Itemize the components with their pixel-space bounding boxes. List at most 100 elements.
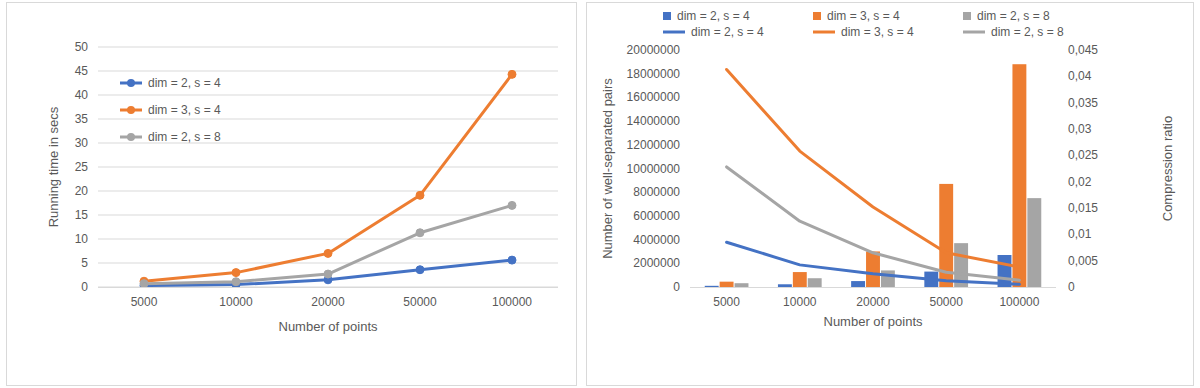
grid-line [98, 47, 558, 48]
legend-swatch [813, 31, 835, 34]
figure: 0510152025303540455050001000020000500001… [0, 0, 1200, 388]
line [727, 69, 1020, 267]
chart-0: 0510152025303540455050001000020000500001… [7, 3, 577, 386]
y2-tick-label: 0,02 [1068, 175, 1092, 189]
y-tick-label: 35 [75, 112, 89, 126]
y-tick-label: 45 [75, 64, 89, 78]
legend-label: dim = 2, s = 4 [148, 76, 221, 90]
y-tick-label: 20 [75, 184, 89, 198]
y2-tick-label: 0,03 [1068, 122, 1092, 136]
legend-marker [127, 133, 135, 141]
marker [324, 270, 332, 278]
grid-line [98, 239, 558, 240]
legend-label: dim = 2, s = 8 [991, 25, 1064, 39]
legend-swatch [963, 12, 971, 20]
y2-tick-label: 0,04 [1068, 69, 1092, 83]
legend-marker [127, 106, 135, 114]
y-tick-label: 14000000 [627, 114, 681, 128]
y-tick-label: 0 [673, 280, 680, 294]
y2-tick [1056, 102, 1060, 103]
x-axis-line [98, 287, 558, 288]
y-tick-label: 2000000 [633, 256, 680, 270]
y-axis-title: Running time in secs [46, 106, 61, 227]
marker [324, 249, 332, 257]
legend-label: dim = 3, s = 4 [827, 9, 900, 23]
line [727, 242, 1020, 284]
x-axis-line [690, 287, 1056, 288]
legend-label: dim = 3, s = 4 [148, 103, 221, 117]
y-tick-label: 12000000 [627, 138, 681, 152]
y2-tick-label: 0,015 [1068, 201, 1098, 215]
y2-tick-label: 0,025 [1068, 148, 1098, 162]
y-tick-label: 25 [75, 160, 89, 174]
line [144, 74, 512, 281]
y-tick-label: 4000000 [633, 233, 680, 247]
y-tick-label: 5 [81, 256, 88, 270]
y-tick-label: 18000000 [627, 67, 681, 81]
bar [1027, 198, 1041, 287]
x-tick-label: 20000 [856, 295, 890, 309]
marker [508, 70, 516, 78]
bar [851, 281, 865, 287]
y2-tick [1056, 76, 1060, 77]
bar [705, 286, 719, 287]
legend-label: dim = 2, s = 8 [148, 130, 221, 144]
chart-1: 0200000040000006000000800000010000000120… [587, 3, 1194, 386]
x-tick-label: 10000 [783, 295, 817, 309]
x-tick-label: 5000 [131, 295, 158, 309]
y-tick-label: 40 [75, 88, 89, 102]
legend-label: dim = 2, s = 8 [977, 9, 1050, 23]
y2-tick [1056, 260, 1060, 261]
y-tick-label: 6000000 [633, 209, 680, 223]
grid-line [98, 191, 558, 192]
bar [1012, 64, 1026, 287]
y2-tick [1056, 208, 1060, 209]
line [727, 167, 1020, 280]
y-axis-title: Number of well-separated pairs [600, 78, 615, 259]
x-tick-label: 50000 [930, 295, 964, 309]
marker [416, 191, 424, 199]
x-axis-title: Number of points [824, 314, 923, 329]
legend-label: dim = 2, s = 4 [691, 25, 764, 39]
y-tick-label: 0 [81, 280, 88, 294]
chart-frame [587, 3, 1194, 386]
x-tick-label: 5000 [713, 295, 740, 309]
y2-tick-label: 0,045 [1068, 43, 1098, 57]
marker [508, 201, 516, 209]
bar [881, 270, 895, 287]
marker [232, 278, 240, 286]
marker [416, 266, 424, 274]
plot-marks [140, 70, 516, 287]
y2-tick [1056, 287, 1060, 288]
y2-tick [1056, 155, 1060, 156]
grid-line [98, 71, 558, 72]
grid-line [98, 95, 558, 96]
bar [866, 251, 880, 287]
legend: dim = 2, s = 4 dim = 3, s = 4 dim = 2, s =… [663, 9, 1064, 39]
legend-label: dim = 2, s = 4 [677, 9, 750, 23]
legend-label: dim = 3, s = 4 [841, 25, 914, 39]
y2-tick [1056, 234, 1060, 235]
grid-line [98, 119, 558, 120]
x-tick-label: 100000 [492, 295, 532, 309]
y-tick-label: 15 [75, 208, 89, 222]
bar [720, 282, 734, 287]
y-tick-label: 10000000 [627, 162, 681, 176]
x-tick-label: 100000 [999, 295, 1039, 309]
y2-tick [1056, 50, 1060, 51]
y2-tick-label: 0,035 [1068, 96, 1098, 110]
marker [232, 269, 240, 277]
y2-tick-label: 0 [1068, 280, 1075, 294]
legend-swatch [663, 12, 671, 20]
marker [416, 229, 424, 237]
legend-swatch [963, 31, 985, 34]
bar [793, 272, 807, 287]
y-tick-label: 16000000 [627, 90, 681, 104]
x-tick-label: 50000 [403, 295, 437, 309]
legend-swatch [813, 12, 821, 20]
legend: dim = 2, s = 4 dim = 3, s = 4 dim = 2, s =… [120, 76, 221, 144]
y-tick-label: 20000000 [627, 43, 681, 57]
bar [778, 284, 792, 287]
plot-marks [705, 64, 1042, 287]
marker [140, 280, 148, 287]
